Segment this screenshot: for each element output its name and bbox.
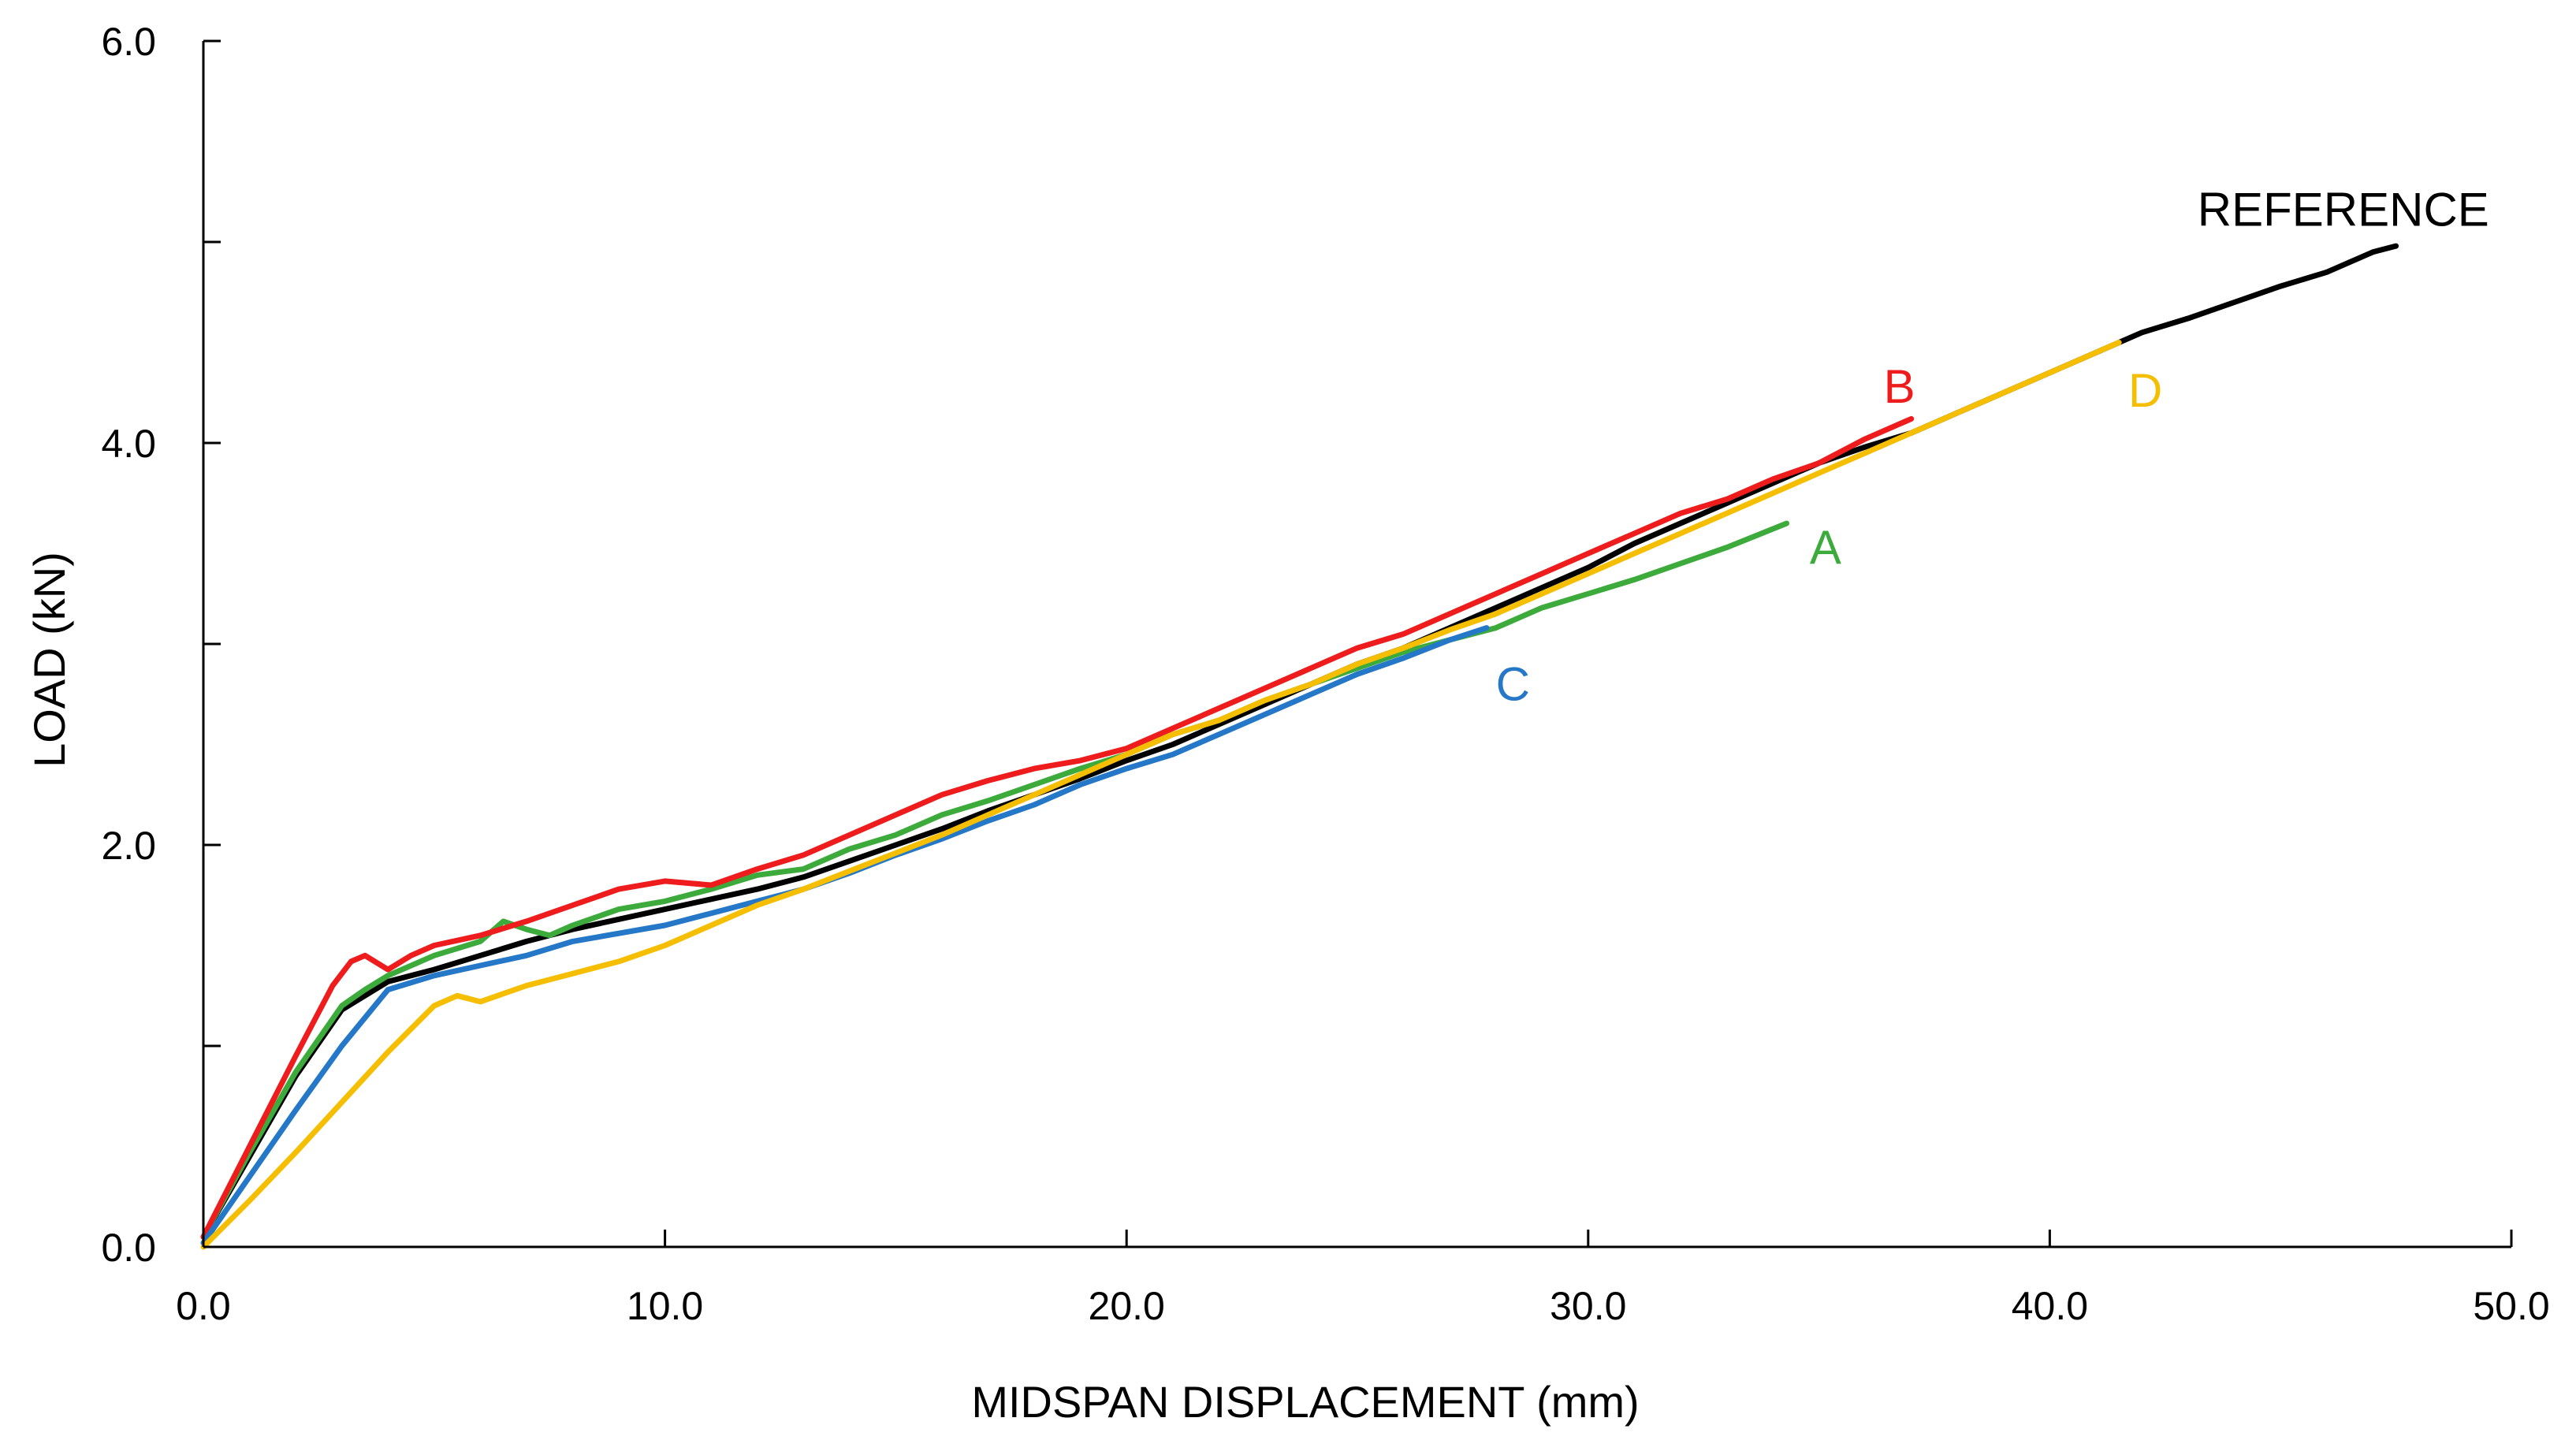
x-tick-label: 30.0 (1550, 1284, 1626, 1328)
y-tick-label: 4.0 (101, 422, 156, 466)
labels-layer: A B C D REFERENCE (1496, 184, 2489, 711)
x-axis-title: MIDSPAN DISPLACEMENT (mm) (971, 1377, 1639, 1427)
series-line-reference (200, 243, 2399, 1240)
x-tick-label: 40.0 (2012, 1284, 2088, 1328)
series-layer (200, 243, 2399, 1250)
series-line-d (200, 340, 2122, 1250)
series-label-d: D (2128, 364, 2162, 417)
series-label-b: B (1884, 360, 1915, 413)
series-line-b (200, 415, 1915, 1240)
x-tick-label: 20.0 (1089, 1284, 1165, 1328)
series-label-reference: REFERENCE (2198, 184, 2489, 236)
series-line-a (200, 520, 1790, 1240)
series-label-a: A (1810, 521, 1841, 574)
axes-layer: 0.0 10.0 20.0 30.0 40.0 50.0 0.0 2.0 4.0 6.0 MIDSP… (24, 20, 2550, 1427)
x-tick-label: 10.0 (627, 1284, 703, 1328)
series-label-c: C (1496, 657, 1530, 710)
x-tick-label: 0.0 (176, 1284, 231, 1328)
y-tick-label: 2.0 (101, 824, 156, 868)
series-line-c (200, 625, 1490, 1246)
y-tick-label: 0.0 (101, 1226, 156, 1270)
x-tick-label: 50.0 (2473, 1284, 2549, 1328)
y-axis-title: LOAD (kN) (24, 552, 74, 768)
y-tick-label: 6.0 (101, 20, 156, 64)
